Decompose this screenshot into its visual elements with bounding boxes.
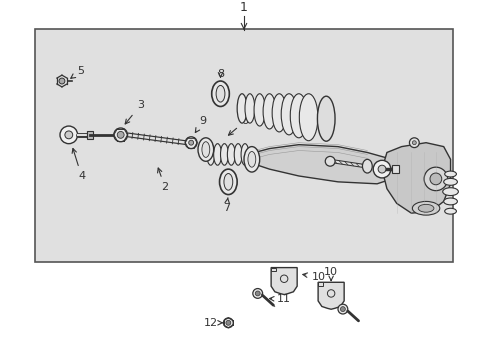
Text: 12: 12 bbox=[203, 318, 223, 328]
Circle shape bbox=[280, 275, 287, 283]
Text: 7: 7 bbox=[223, 198, 229, 213]
Circle shape bbox=[340, 307, 345, 311]
Ellipse shape bbox=[224, 174, 232, 190]
Circle shape bbox=[429, 173, 441, 185]
Polygon shape bbox=[381, 143, 449, 213]
Circle shape bbox=[377, 165, 385, 173]
Text: 10: 10 bbox=[302, 272, 325, 282]
Ellipse shape bbox=[444, 171, 455, 177]
Text: 3: 3 bbox=[125, 100, 143, 124]
Ellipse shape bbox=[202, 142, 209, 157]
Ellipse shape bbox=[220, 144, 228, 165]
Circle shape bbox=[423, 167, 447, 191]
Ellipse shape bbox=[290, 94, 307, 138]
Circle shape bbox=[225, 320, 230, 325]
Ellipse shape bbox=[317, 96, 334, 141]
Text: 6: 6 bbox=[228, 116, 248, 135]
Ellipse shape bbox=[254, 94, 265, 126]
Ellipse shape bbox=[198, 138, 213, 161]
Text: 4: 4 bbox=[72, 148, 85, 181]
Text: 1: 1 bbox=[240, 1, 247, 14]
Ellipse shape bbox=[443, 198, 456, 205]
Circle shape bbox=[327, 290, 334, 297]
Circle shape bbox=[114, 128, 127, 142]
Ellipse shape bbox=[216, 85, 224, 102]
Ellipse shape bbox=[241, 144, 248, 165]
Ellipse shape bbox=[213, 144, 221, 165]
Circle shape bbox=[408, 138, 418, 148]
Circle shape bbox=[117, 131, 124, 138]
Ellipse shape bbox=[244, 94, 254, 123]
Circle shape bbox=[337, 304, 347, 314]
Circle shape bbox=[60, 126, 78, 144]
Circle shape bbox=[65, 131, 73, 139]
Ellipse shape bbox=[219, 169, 237, 194]
Text: 10: 10 bbox=[324, 267, 337, 280]
Bar bbox=[35, 29, 452, 262]
Bar bbox=[87, 131, 93, 139]
Ellipse shape bbox=[244, 147, 259, 172]
Bar bbox=[391, 165, 398, 173]
Polygon shape bbox=[270, 267, 297, 294]
Ellipse shape bbox=[417, 204, 433, 212]
Ellipse shape bbox=[443, 179, 456, 185]
Text: 2: 2 bbox=[157, 168, 168, 192]
Text: 9: 9 bbox=[195, 116, 206, 132]
Circle shape bbox=[185, 137, 197, 149]
Polygon shape bbox=[318, 282, 344, 309]
Ellipse shape bbox=[263, 94, 275, 129]
Circle shape bbox=[411, 141, 415, 145]
Circle shape bbox=[255, 291, 260, 296]
Polygon shape bbox=[254, 145, 396, 184]
Circle shape bbox=[188, 140, 193, 145]
Ellipse shape bbox=[237, 94, 246, 123]
Circle shape bbox=[59, 78, 65, 84]
Ellipse shape bbox=[227, 144, 235, 165]
Circle shape bbox=[325, 156, 334, 166]
Ellipse shape bbox=[281, 94, 296, 135]
Circle shape bbox=[372, 160, 390, 178]
Ellipse shape bbox=[442, 188, 457, 195]
Ellipse shape bbox=[234, 144, 242, 165]
Ellipse shape bbox=[411, 202, 439, 215]
Bar bbox=[270, 267, 275, 271]
Ellipse shape bbox=[206, 144, 214, 165]
Ellipse shape bbox=[444, 208, 455, 214]
Ellipse shape bbox=[299, 94, 317, 141]
Bar bbox=[318, 282, 322, 286]
Text: 11: 11 bbox=[269, 294, 290, 304]
Circle shape bbox=[252, 289, 262, 298]
Circle shape bbox=[223, 318, 233, 328]
Ellipse shape bbox=[247, 152, 255, 167]
Text: 8: 8 bbox=[217, 69, 224, 79]
Ellipse shape bbox=[362, 159, 371, 173]
Ellipse shape bbox=[272, 94, 286, 132]
Text: 5: 5 bbox=[71, 66, 84, 78]
Ellipse shape bbox=[211, 81, 229, 107]
